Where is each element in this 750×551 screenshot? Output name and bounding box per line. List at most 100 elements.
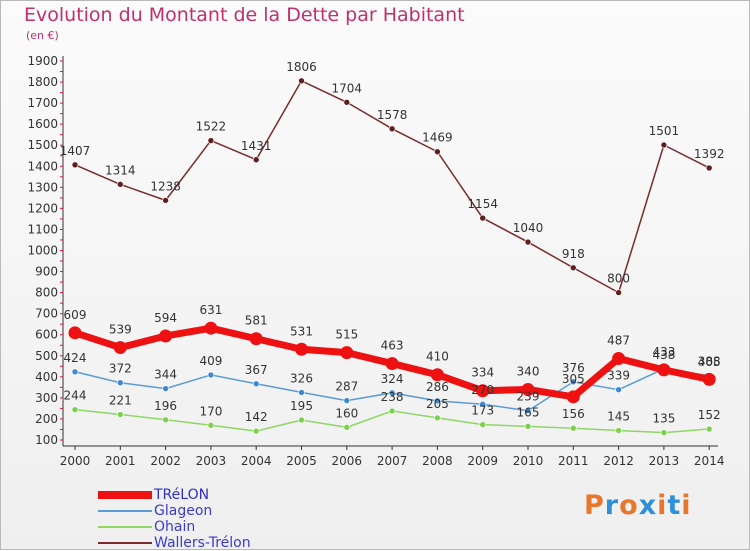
data-point-wallers-tr-lon [343, 98, 351, 106]
data-label-tr-lon: 531 [290, 324, 313, 338]
data-label-ohain: 142 [245, 410, 268, 424]
data-label-glageon: 286 [426, 380, 449, 394]
data-label-ohain: 244 [64, 389, 87, 403]
data-label-glageon: 239 [517, 390, 540, 404]
data-point-ohain [252, 427, 260, 435]
data-point-wallers-tr-lon [162, 197, 169, 204]
data-point-wallers-tr-lon [117, 181, 124, 188]
data-point-ohain [117, 411, 124, 418]
data-label-glageon: 405 [698, 355, 721, 369]
data-point-tr-lon [113, 341, 127, 355]
data-label-wallers-tr-lon: 1501 [649, 124, 680, 138]
data-label-ohain: 165 [517, 405, 540, 419]
x-tick-label: 2012 [603, 454, 634, 468]
logo-letter: i [657, 490, 668, 521]
data-label-wallers-tr-lon: 1578 [377, 108, 408, 122]
data-point-tr-lon [340, 346, 354, 360]
data-point-ohain [434, 414, 441, 422]
data-label-wallers-tr-lon: 1392 [694, 147, 725, 161]
y-tick-label: 1700 [27, 96, 58, 110]
series-layer [68, 77, 716, 436]
data-label-ohain: 173 [471, 404, 494, 418]
proxiti-logo: Proxiti [584, 490, 692, 521]
y-tick-label: 1000 [27, 244, 58, 258]
data-point-tr-lon [612, 352, 626, 366]
data-point-glageon [343, 397, 351, 404]
data-label-ohain: 152 [698, 408, 721, 422]
data-point-glageon [479, 400, 487, 408]
data-point-tr-lon [476, 384, 490, 398]
data-point-tr-lon [249, 332, 263, 346]
data-point-wallers-tr-lon [434, 148, 441, 156]
data-label-tr-lon: 609 [64, 308, 87, 322]
y-tick-label: 600 [35, 328, 58, 342]
x-tick-label: 2001 [105, 454, 136, 468]
logo-letter: o [619, 490, 639, 521]
data-label-wallers-tr-lon: 1154 [467, 197, 498, 211]
data-label-tr-lon: 388 [698, 354, 721, 368]
data-label-glageon: 326 [290, 371, 313, 385]
data-point-ohain [343, 424, 351, 431]
data-point-ohain [388, 407, 396, 415]
data-label-ohain: 156 [562, 407, 585, 421]
data-label-glageon: 409 [199, 354, 222, 368]
x-tick-label: 2014 [694, 454, 725, 468]
y-tick-label: 800 [35, 286, 58, 300]
y-tick-label: 400 [35, 370, 58, 384]
x-tick-label: 2000 [60, 454, 91, 468]
data-label-tr-lon: 594 [154, 311, 177, 325]
data-point-tr-lon [68, 326, 82, 340]
data-label-wallers-tr-lon: 1806 [286, 60, 317, 74]
x-tick-label: 2005 [286, 454, 317, 468]
logo-letter: x [638, 490, 658, 521]
data-label-glageon: 287 [335, 380, 358, 394]
data-label-tr-lon: 340 [517, 364, 540, 378]
data-label-glageon: 367 [245, 363, 268, 377]
y-tick-label: 200 [35, 412, 58, 426]
data-point-glageon [252, 380, 260, 388]
data-label-wallers-tr-lon: 1431 [241, 139, 272, 153]
data-point-wallers-tr-lon [524, 238, 532, 246]
data-label-glageon: 324 [381, 372, 404, 386]
data-point-ohain [569, 424, 577, 432]
y-tick-label: 1900 [27, 54, 58, 68]
logo-letter: r [604, 490, 620, 521]
x-tick-label: 2011 [558, 454, 589, 468]
x-tick-label: 2007 [377, 454, 408, 468]
legend-swatch [98, 526, 152, 528]
data-label-ohain: 135 [652, 412, 675, 426]
y-tick-label: 100 [35, 433, 58, 447]
data-label-glageon: 424 [64, 351, 87, 365]
data-point-tr-lon [702, 372, 716, 386]
logo-letter: P [584, 490, 605, 521]
data-label-glageon: 270 [471, 383, 494, 397]
data-point-ohain [479, 421, 487, 428]
data-point-glageon [388, 389, 396, 397]
data-point-glageon [207, 371, 215, 379]
data-point-glageon [524, 407, 532, 415]
data-point-ohain [162, 416, 169, 424]
data-label-tr-lon: 539 [109, 323, 132, 337]
x-tick-label: 2003 [196, 454, 227, 468]
data-label-tr-lon: 515 [335, 328, 358, 342]
data-label-ohain: 160 [335, 406, 358, 420]
data-label-tr-lon: 463 [381, 339, 404, 353]
data-label-ohain: 145 [607, 410, 630, 424]
data-point-ohain [298, 416, 305, 424]
x-tick-label: 2009 [467, 454, 498, 468]
y-tick-label: 1400 [27, 159, 58, 173]
data-point-tr-lon [657, 363, 671, 377]
data-label-tr-lon: 487 [607, 334, 630, 348]
x-tick-label: 2006 [332, 454, 363, 468]
y-tick-label: 900 [35, 265, 58, 279]
legend-swatch [98, 491, 152, 499]
data-label-ohain: 195 [290, 399, 313, 413]
y-tick-label: 700 [35, 307, 58, 321]
data-label-wallers-tr-lon: 1314 [105, 163, 136, 177]
data-label-tr-lon: 631 [199, 303, 222, 317]
data-point-ohain [71, 406, 79, 413]
data-point-wallers-tr-lon [569, 264, 577, 272]
data-label-wallers-tr-lon: 1522 [196, 120, 227, 134]
